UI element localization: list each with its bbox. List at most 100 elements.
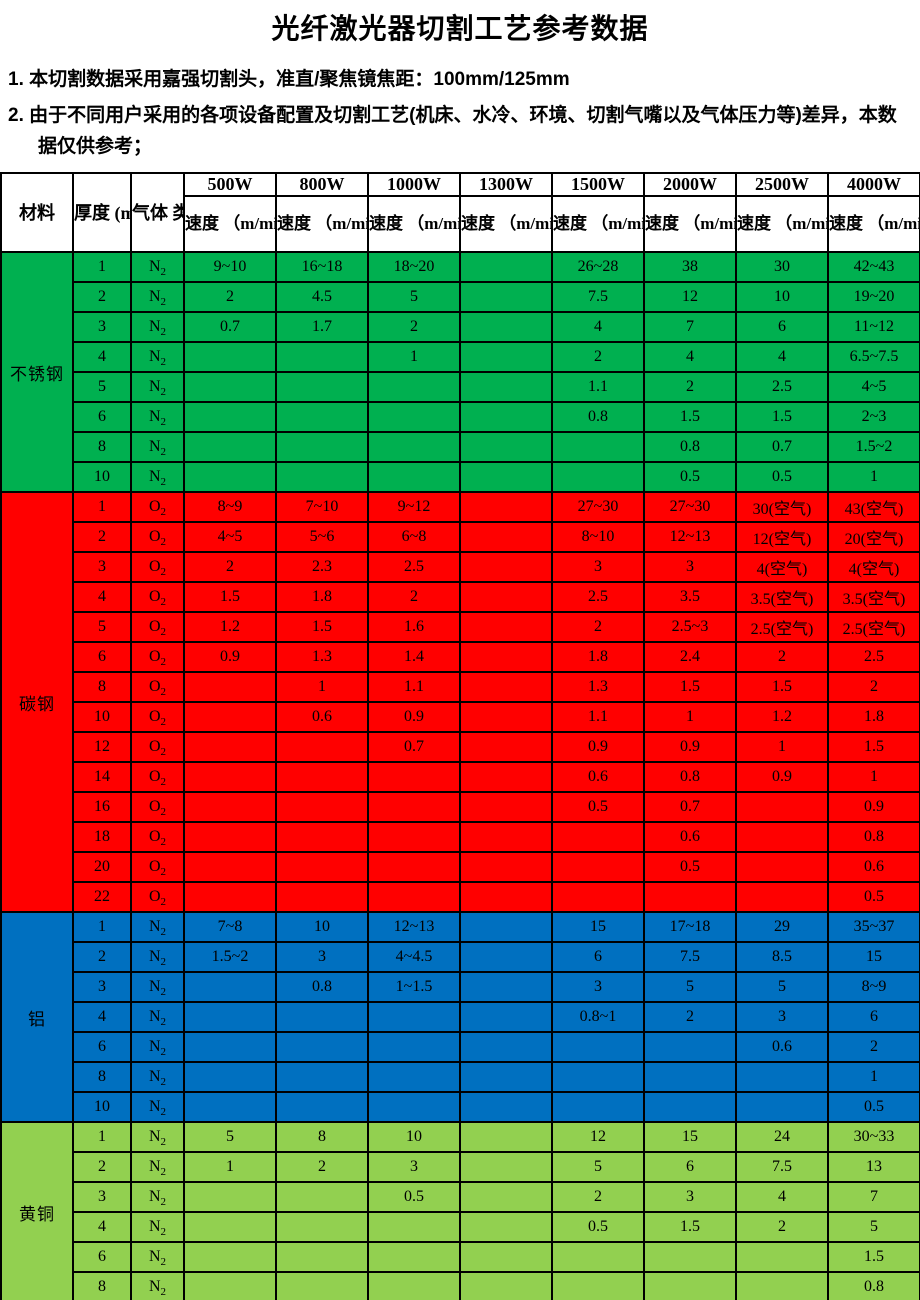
speed-value-cell: 7.5	[735, 1151, 829, 1184]
speed-value-cell: 1.5	[643, 1211, 737, 1244]
speed-value-cell	[459, 821, 553, 854]
speed-value-cell: 1.5	[827, 731, 920, 764]
speed-value-cell	[183, 401, 277, 434]
speed-value-cell: 2	[551, 1181, 645, 1214]
gas-type-cell: N2	[130, 1091, 185, 1124]
thickness-cell: 4	[72, 1211, 132, 1244]
speed-value-cell	[275, 1001, 369, 1034]
speed-value-cell	[551, 431, 645, 464]
speed-value-cell: 1.5	[643, 401, 737, 434]
table-row: 6 N2 0.8 1.5 1.5 2~3	[1, 401, 920, 434]
speed-value-cell: 2	[827, 671, 920, 704]
speed-value-cell: 0.9	[735, 761, 829, 794]
speed-value-cell: 6	[735, 311, 829, 344]
thickness-cell: 6	[72, 401, 132, 434]
speed-value-cell	[735, 1061, 829, 1094]
speed-value-cell: 11~12	[827, 311, 920, 344]
speed-value-cell	[459, 731, 553, 764]
table-row: 不锈钢 1 N2 9~10 16~18 18~20 26~28 38 30 42~43	[0, 251, 920, 494]
speed-value-cell: 1.8	[551, 641, 645, 674]
speed-value-cell: 0.6	[643, 821, 737, 854]
gas-type-cell: O2	[130, 701, 185, 734]
speed-value-cell: 8.5	[735, 941, 829, 974]
speed-value-cell: 29	[735, 911, 829, 944]
speed-value-cell: 6	[643, 1151, 737, 1184]
speed-value-cell: 1	[275, 671, 369, 704]
speed-value-cell: 2	[827, 1031, 920, 1064]
speed-value-cell: 1	[643, 701, 737, 734]
speed-value-cell	[551, 851, 645, 884]
speed-value-cell: 3	[551, 551, 645, 584]
speed-value-cell: 0.7	[735, 431, 829, 464]
material-cell: 碳钢	[0, 491, 74, 914]
thickness-cell: 20	[72, 851, 132, 884]
speed-value-cell: 42~43	[827, 251, 920, 284]
speed-value-cell: 15	[643, 1121, 737, 1154]
speed-value-cell: 2~3	[827, 401, 920, 434]
speed-value-cell: 24	[735, 1121, 829, 1154]
speed-value-cell	[183, 1061, 277, 1094]
speed-value-cell	[275, 1061, 369, 1094]
speed-value-cell	[367, 791, 461, 824]
gas-type-cell: N2	[130, 1211, 185, 1244]
speed-value-cell: 3	[551, 971, 645, 1004]
speed-value-cell: 2.5	[735, 371, 829, 404]
speed-value-cell: 1.2	[183, 611, 277, 644]
speed-value-cell: 1.7	[275, 311, 369, 344]
speed-value-cell: 0.7	[183, 311, 277, 344]
speed-value-cell: 0.8	[643, 431, 737, 464]
col-subheader-speed: 速度 （m/min)	[459, 195, 553, 254]
speed-value-cell: 3	[643, 1181, 737, 1214]
table-row: 5 O2 1.2 1.5 1.6 2 2.5~3 2.5(空气) 2.5(空气)	[1, 611, 920, 644]
col-header-material: 材料	[0, 172, 74, 254]
speed-value-cell: 2.5	[551, 581, 645, 614]
gas-type-cell: O2	[130, 761, 185, 794]
speed-value-cell	[367, 1031, 461, 1064]
thickness-cell: 6	[72, 1031, 132, 1064]
table-row: 14 O2 0.6 0.8 0.9 1	[1, 761, 920, 794]
speed-value-cell: 9~10	[183, 251, 277, 284]
gas-type-cell: O2	[130, 641, 185, 674]
speed-value-cell	[459, 251, 553, 284]
speed-value-cell: 0.5	[551, 1211, 645, 1244]
speed-value-cell: 1.3	[275, 641, 369, 674]
speed-value-cell	[459, 761, 553, 794]
speed-value-cell: 2.3	[275, 551, 369, 584]
speed-value-cell	[183, 341, 277, 374]
speed-value-cell: 12~13	[367, 911, 461, 944]
speed-value-cell	[643, 1271, 737, 1300]
speed-value-cell: 3	[735, 1001, 829, 1034]
speed-value-cell: 0.9	[367, 701, 461, 734]
speed-value-cell	[459, 911, 553, 944]
gas-type-cell: O2	[130, 521, 185, 554]
speed-value-cell: 0.5	[827, 1091, 920, 1124]
header-row-power: 材料 厚度 (mm) 气体 类型 500W800W1000W1300W1500W…	[0, 172, 920, 254]
speed-value-cell	[275, 731, 369, 764]
speed-value-cell	[459, 701, 553, 734]
speed-value-cell	[275, 1181, 369, 1214]
col-header-power-2500w: 2500W	[735, 172, 829, 198]
speed-value-cell	[643, 1091, 737, 1124]
speed-value-cell	[275, 431, 369, 464]
speed-value-cell	[183, 881, 277, 914]
speed-value-cell: 2.5(空气)	[735, 611, 829, 644]
gas-type-cell: N2	[130, 1151, 185, 1184]
gas-type-cell: N2	[130, 1241, 185, 1274]
gas-type-cell: N2	[130, 1271, 185, 1300]
speed-value-cell	[275, 1031, 369, 1064]
speed-value-cell: 2.5	[827, 641, 920, 674]
speed-value-cell	[551, 1031, 645, 1064]
speed-value-cell	[459, 941, 553, 974]
speed-value-cell	[367, 1271, 461, 1300]
speed-value-cell	[459, 1121, 553, 1154]
speed-value-cell	[459, 1001, 553, 1034]
note-2: 2. 由于不同用户采用的各项设备配置及切割工艺(机床、水冷、环境、切割气嘴以及气…	[8, 104, 897, 157]
thickness-cell: 3	[72, 311, 132, 344]
speed-value-cell	[275, 881, 369, 914]
speed-value-cell: 0.8	[827, 821, 920, 854]
speed-value-cell	[459, 791, 553, 824]
speed-value-cell: 6.5~7.5	[827, 341, 920, 374]
table-header: 材料 厚度 (mm) 气体 类型 500W800W1000W1300W1500W…	[0, 172, 920, 254]
speed-value-cell	[275, 821, 369, 854]
speed-value-cell: 35~37	[827, 911, 920, 944]
